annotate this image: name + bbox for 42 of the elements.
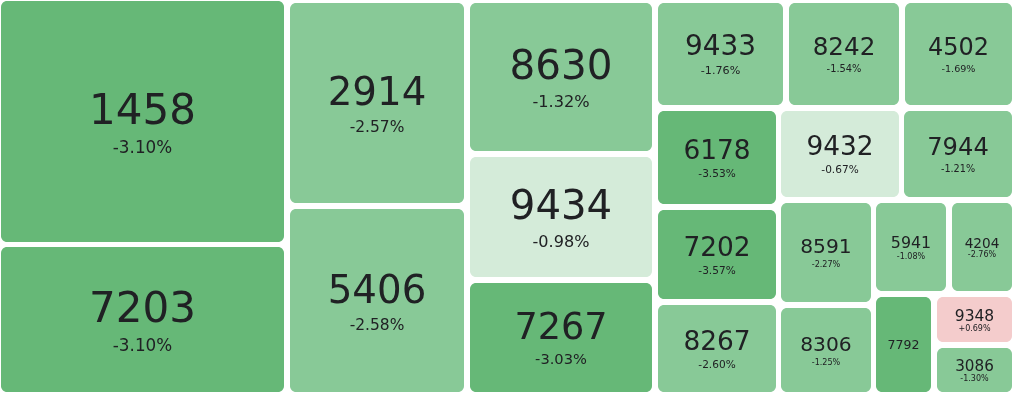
data-label: -1.32% xyxy=(532,92,590,112)
data-label: +0.69% xyxy=(958,324,991,334)
data-label: -1.69% xyxy=(941,62,976,74)
data-label: -1.25% xyxy=(811,356,841,367)
category-label: 4502 xyxy=(928,33,989,62)
data-label: -2.57% xyxy=(349,118,405,137)
data-label: -3.57% xyxy=(698,263,736,276)
category-label: 7792 xyxy=(887,336,920,352)
category-label: 9348 xyxy=(954,306,995,325)
category-label: 1458 xyxy=(89,85,196,134)
data-label: -3.03% xyxy=(535,350,587,368)
data-label: -1.54% xyxy=(826,63,862,75)
category-label: 5941 xyxy=(890,233,932,253)
category-label: 7267 xyxy=(514,305,608,349)
category-label: 2914 xyxy=(327,69,427,115)
data-label: -0.98% xyxy=(532,231,590,251)
category-label: 7203 xyxy=(89,283,196,332)
data-label: -0.67% xyxy=(821,163,859,176)
category-label: 7944 xyxy=(927,132,989,161)
category-label: 8306 xyxy=(800,331,852,356)
data-label: -2.27% xyxy=(811,259,841,270)
category-label: 7202 xyxy=(683,230,751,262)
category-label: 4204 xyxy=(964,234,1000,251)
data-label: -1.21% xyxy=(940,163,976,174)
category-label: 8267 xyxy=(683,324,751,356)
data-label: -3.10% xyxy=(112,136,173,157)
data-label: -2.58% xyxy=(349,315,405,334)
data-label: -1.76% xyxy=(700,64,741,78)
category-label: 9434 xyxy=(509,181,613,228)
category-label: 6178 xyxy=(683,133,751,165)
data-label: -1.30% xyxy=(960,374,990,384)
data-label: -1.08% xyxy=(896,251,926,261)
category-label: 8242 xyxy=(812,31,876,61)
category-label: 8591 xyxy=(800,234,852,259)
data-label: -2.60% xyxy=(698,357,736,370)
category-label: 9432 xyxy=(806,130,874,162)
data-label: -3.10% xyxy=(112,334,173,355)
data-label: -2.76% xyxy=(967,250,997,260)
category-label: 9433 xyxy=(684,29,757,63)
category-label: 8630 xyxy=(509,40,613,89)
category-label: 5406 xyxy=(327,266,427,312)
data-label: -3.53% xyxy=(698,166,736,179)
